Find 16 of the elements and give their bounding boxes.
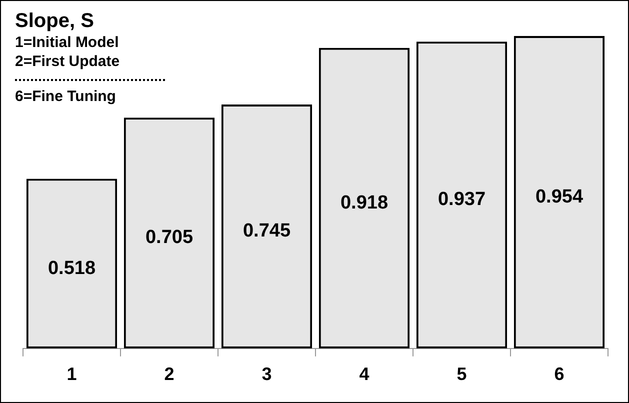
data-label: 0.954 [535,186,584,208]
data-label: 0.937 [438,189,486,210]
x-tick-label: 6 [554,364,564,384]
data-label: 0.745 [242,220,291,242]
x-tick-label: 5 [456,364,467,384]
annotation: 1=Initial Model [15,33,120,52]
data-label: 0.918 [340,192,388,214]
chart-title: Slope, S [15,9,95,33]
x-tick-label: 4 [359,364,370,384]
data-label: 0.705 [145,227,194,248]
data-label: 0.518 [48,258,96,279]
x-tick-label: 3 [262,364,272,384]
x-tick-label: 1 [66,364,77,384]
annotation: 2=First Update [15,52,121,71]
x-tick-label: 2 [164,364,174,384]
annotation: 6=Fine Tuning [15,87,117,106]
